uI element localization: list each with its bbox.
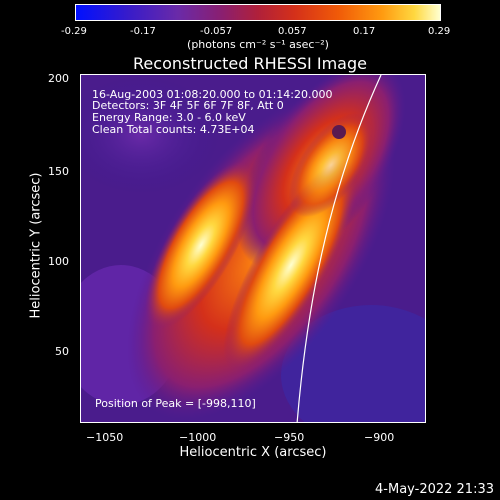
colorbar-tick: 0.17 [353,26,376,37]
info-detectors: Detectors: 3F 4F 5F 6F 7F 8F, Att 0 [92,99,284,112]
colorbar-tick: 0.057 [278,26,307,37]
colorbar-tick: -0.29 [61,26,87,37]
y-tick-label: 200 [48,72,69,85]
image-canvas [81,75,425,422]
colorbar-tick: -0.057 [200,26,233,37]
colorbar [75,4,441,21]
peak-position: Position of Peak = [-998,110] [95,397,256,410]
x-tick-label: −900 [364,431,395,444]
info-energy-range: Energy Range: 3.0 - 6.0 keV [92,111,246,124]
colorbar-units: (photons cm⁻² s⁻¹ asec⁻²) [187,38,329,51]
y-axis-label: Heliocentric Y (arcsec) [28,172,44,319]
x-axis-label: Heliocentric X (arcsec) [179,445,327,460]
y-tick-label: 150 [48,165,69,178]
info-time-range: 16-Aug-2003 01:08:20.000 to 01:14:20.000 [92,88,333,101]
colorbar-tick: 0.29 [428,26,451,37]
y-tick-label: 100 [48,255,69,268]
y-tick-label: 50 [55,345,69,358]
colorbar-tick: -0.17 [130,26,156,37]
plot-title: Reconstructed RHESSI Image [133,54,367,73]
footer-date: 4-May-2022 21:33 [375,482,494,497]
rhessi-image [80,74,426,423]
x-tick-label: −950 [274,431,305,444]
info-total-counts: Clean Total counts: 4.73E+04 [92,123,255,136]
x-tick-label: −1050 [86,431,124,444]
solar-limb-line [296,75,382,422]
x-tick-label: −1000 [179,431,217,444]
